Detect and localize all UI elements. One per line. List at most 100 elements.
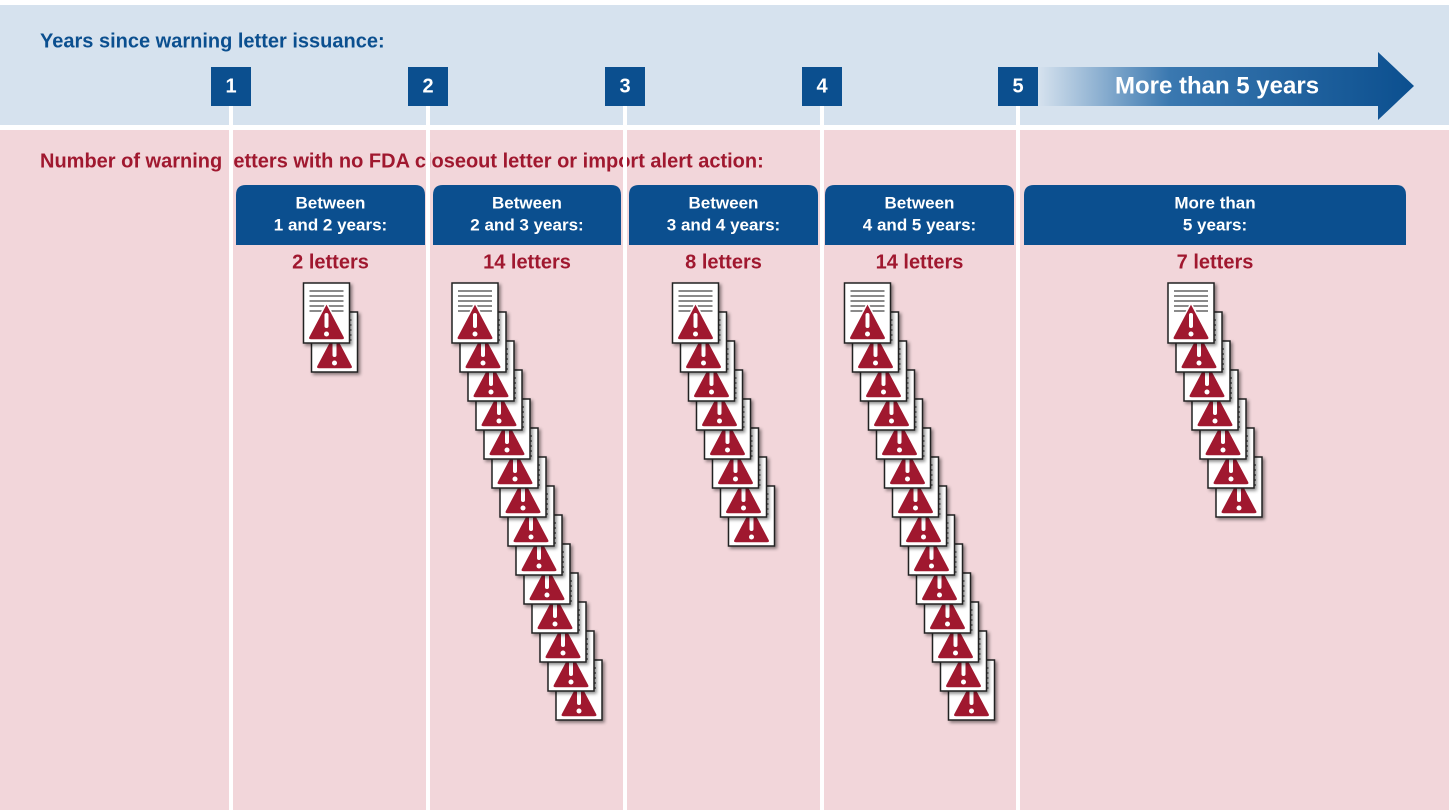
warning-dot bbox=[1228, 476, 1234, 482]
warning-bar bbox=[513, 458, 517, 473]
warning-bar bbox=[473, 313, 477, 328]
group-header bbox=[825, 185, 1014, 245]
warning-dot bbox=[568, 679, 574, 685]
warning-dot bbox=[472, 331, 478, 337]
letter-icon bbox=[451, 282, 499, 344]
group-header-text: Between bbox=[885, 193, 955, 212]
warning-bar bbox=[1189, 313, 1193, 328]
warning-dot bbox=[1196, 360, 1202, 366]
letter-icon bbox=[843, 282, 892, 344]
group-header-text: 4 and 5 years: bbox=[863, 215, 976, 234]
warning-dot bbox=[873, 360, 878, 366]
warning-dot bbox=[865, 331, 870, 337]
warning-dot bbox=[1212, 418, 1218, 424]
warning-bar bbox=[505, 429, 509, 444]
warning-bar bbox=[929, 545, 934, 560]
warning-dot bbox=[488, 389, 494, 395]
group-header bbox=[433, 185, 621, 245]
count-label: 8 letters bbox=[685, 251, 762, 273]
warning-bar bbox=[521, 487, 525, 502]
year-label: 1 bbox=[225, 75, 236, 97]
group-header-text: Between bbox=[689, 193, 759, 212]
warning-bar bbox=[569, 661, 573, 676]
warning-bar bbox=[693, 313, 698, 328]
warning-bar bbox=[481, 342, 485, 357]
warning-bar bbox=[937, 574, 942, 589]
warning-bar bbox=[921, 516, 926, 531]
warning-dot bbox=[725, 447, 730, 453]
count-label: 14 letters bbox=[483, 251, 571, 273]
group-header-text: More than bbox=[1174, 193, 1255, 212]
warning-bar bbox=[489, 371, 493, 386]
count-label: 2 letters bbox=[292, 251, 369, 273]
warning-dot bbox=[560, 650, 566, 656]
warning-dot bbox=[701, 360, 706, 366]
year-label: 3 bbox=[619, 75, 630, 97]
warning-bar bbox=[969, 690, 974, 705]
warning-dot bbox=[897, 447, 902, 453]
warning-dot bbox=[528, 534, 534, 540]
warning-bar bbox=[1205, 371, 1209, 386]
top-band bbox=[0, 5, 1449, 125]
group-header-text: 3 and 4 years: bbox=[667, 215, 780, 234]
warning-bar bbox=[889, 400, 894, 415]
warning-bar bbox=[1213, 400, 1217, 415]
warning-dot bbox=[945, 621, 950, 627]
warning-dot bbox=[504, 447, 510, 453]
count-label: 7 letters bbox=[1177, 251, 1254, 273]
warning-dot bbox=[717, 418, 722, 424]
warning-bar bbox=[881, 371, 886, 386]
warning-dot bbox=[961, 679, 966, 685]
warning-bar bbox=[497, 400, 501, 415]
warning-dot bbox=[905, 476, 910, 482]
warning-bar bbox=[1197, 342, 1201, 357]
warning-bar bbox=[733, 458, 738, 473]
warning-dot bbox=[496, 418, 502, 424]
warning-bar bbox=[953, 632, 958, 647]
subtitle: Number of warning letters with no FDA cl… bbox=[40, 150, 764, 172]
warning-dot bbox=[480, 360, 486, 366]
warning-dot bbox=[552, 621, 558, 627]
warning-dot bbox=[1220, 447, 1226, 453]
group-header-text: 5 years: bbox=[1183, 215, 1247, 234]
warning-bar bbox=[865, 313, 870, 328]
warning-bar bbox=[1237, 487, 1241, 502]
letter-icon bbox=[302, 282, 351, 344]
group-header-text: Between bbox=[296, 193, 366, 212]
warning-dot bbox=[937, 592, 942, 598]
warning-bar bbox=[913, 487, 918, 502]
year-marker bbox=[408, 67, 448, 106]
warning-dot bbox=[749, 534, 754, 540]
warning-bar bbox=[553, 603, 557, 618]
warning-bar bbox=[324, 313, 329, 328]
warning-bar bbox=[332, 342, 337, 357]
warning-bar bbox=[717, 400, 722, 415]
group-header-text: Between bbox=[492, 193, 562, 212]
warning-dot bbox=[536, 563, 542, 569]
warning-bar bbox=[577, 690, 581, 705]
warning-bar bbox=[961, 661, 966, 676]
warning-dot bbox=[332, 360, 337, 366]
warning-bar bbox=[741, 487, 746, 502]
warning-dot bbox=[913, 505, 918, 511]
warning-dot bbox=[881, 389, 886, 395]
warning-bar bbox=[545, 574, 549, 589]
arrow bbox=[1038, 52, 1414, 120]
warning-bar bbox=[749, 516, 754, 531]
warning-dot bbox=[921, 534, 926, 540]
year-marker bbox=[211, 67, 251, 106]
warning-dot bbox=[576, 708, 582, 714]
warning-dot bbox=[709, 389, 714, 395]
warning-dot bbox=[324, 331, 329, 337]
count-label: 14 letters bbox=[876, 251, 964, 273]
year-marker bbox=[802, 67, 842, 106]
warning-dot bbox=[1204, 389, 1210, 395]
warning-bar bbox=[701, 342, 706, 357]
year-label: 2 bbox=[422, 75, 433, 97]
warning-bar bbox=[905, 458, 910, 473]
warning-bar bbox=[725, 429, 730, 444]
year-marker bbox=[998, 67, 1038, 106]
group-header bbox=[629, 185, 818, 245]
warning-dot bbox=[953, 650, 958, 656]
